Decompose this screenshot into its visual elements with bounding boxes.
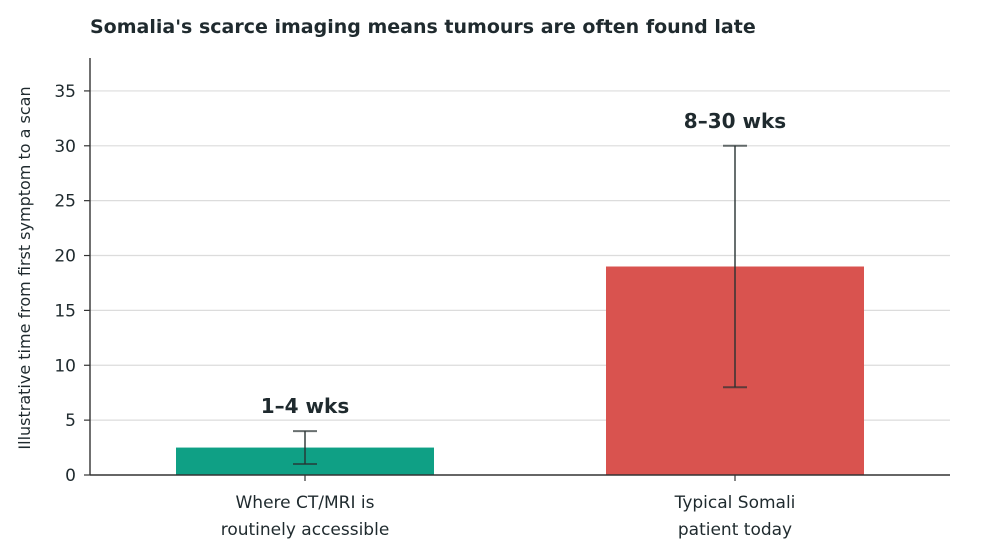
y-tick-label: 5	[65, 411, 76, 431]
y-tick-label: 20	[54, 247, 76, 267]
gridlines	[90, 90, 950, 421]
x-tick-label: patient today	[678, 520, 792, 540]
y-tick-label: 35	[54, 82, 76, 102]
y-axis-label: Illustrative time from first symptom to …	[15, 86, 34, 449]
chart-title: Somalia's scarce imaging means tumours a…	[90, 16, 756, 38]
error-bars	[293, 144, 747, 466]
x-ticks: Where CT/MRI is routinely accessible Typic…	[221, 475, 796, 540]
x-tick-label: routinely accessible	[221, 520, 390, 540]
y-tick-label: 15	[54, 301, 76, 321]
y-tick-label: 25	[54, 192, 76, 212]
y-tick-label: 0	[65, 466, 76, 486]
axes	[89, 58, 950, 476]
data-label: 1–4 wks	[261, 394, 349, 418]
y-ticks: 0 5 10 15 20 25 30 35	[54, 82, 90, 486]
x-tick-label: Typical Somali	[674, 493, 796, 513]
y-tick-label: 30	[54, 137, 76, 157]
x-tick-label: Where CT/MRI is	[236, 493, 375, 513]
data-labels: 1–4 wks 8–30 wks	[261, 109, 786, 418]
bars	[176, 266, 864, 475]
data-label: 8–30 wks	[684, 109, 786, 133]
y-tick-label: 10	[54, 356, 76, 376]
